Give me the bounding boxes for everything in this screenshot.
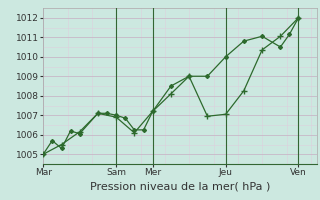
X-axis label: Pression niveau de la mer( hPa ): Pression niveau de la mer( hPa )	[90, 181, 270, 191]
